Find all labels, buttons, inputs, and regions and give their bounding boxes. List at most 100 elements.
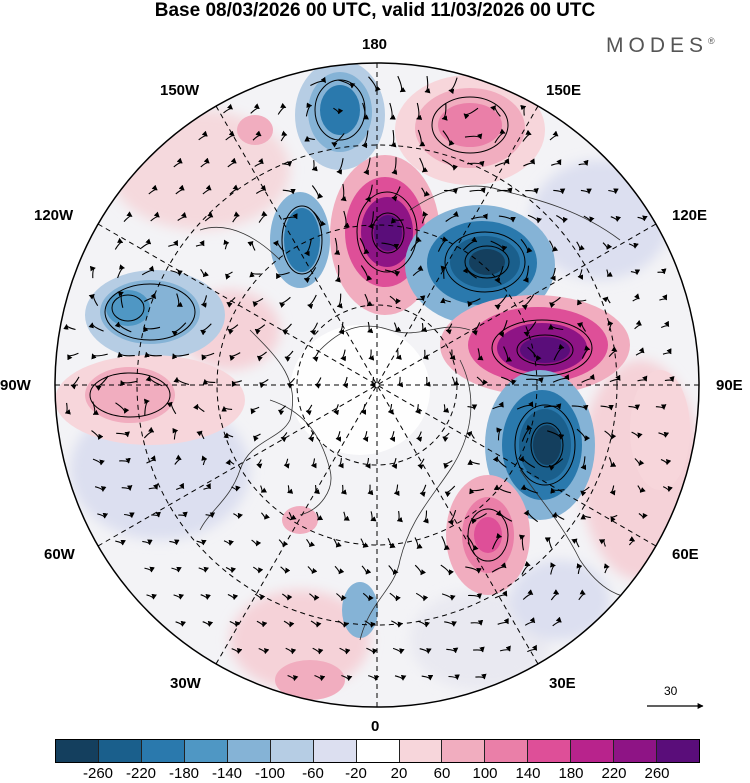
colorbar-tick: 220 [601,765,627,782]
wind-arrow [465,566,482,574]
logo-text: MODES [606,34,709,57]
wind-arrow [117,264,125,279]
wind-arrow [610,514,618,523]
wind-arrow [467,160,485,167]
wind-arrow [173,376,190,386]
wind-arrow [583,215,595,223]
wind-arrow [441,103,448,121]
wind-arrow [608,188,619,195]
wind-arrow [253,566,264,574]
wind-arrow [387,404,394,415]
wind-arrow [443,188,458,195]
wind-arrow [142,539,153,546]
wind-arrow [580,513,591,520]
wind-arrow [283,620,295,628]
wind-arrow [576,322,587,332]
wind-arrow [381,242,400,250]
wind-arrow [367,321,374,334]
wind-arrow [628,536,636,546]
wind-arrow [175,184,185,195]
wind-arrow [247,241,256,251]
wind-arrow [225,566,237,574]
label-150e: 150E [546,82,582,99]
wind-arrow [492,456,507,468]
wind-arrow [340,484,347,495]
wind-arrow [571,404,589,411]
wind-arrow [501,376,517,386]
wind-arrow [360,538,369,548]
wind-arrow [123,211,133,222]
coastlines [199,185,651,641]
wind-arrow [141,265,155,276]
map-title: Base 08/03/2026 00 UTC, valid 11/03/2026… [154,0,596,21]
wind-arrow [628,404,641,411]
wind-arrow [549,130,559,141]
wind-arrow [628,242,639,249]
wind-arrow [503,346,513,362]
label-90e: 90E [716,377,743,394]
wind-arrow [368,675,380,681]
wind-arrow [607,320,614,331]
wind-arrow [196,539,207,546]
anomaly-low-canada [85,270,225,360]
wind-arrow [522,265,530,283]
colorbar-tick: -60 [302,765,324,782]
wind-arrow [550,589,560,601]
label-30e: 30E [549,675,576,692]
colorbar [55,739,700,763]
wind-arrow [368,76,381,92]
wind-arrow [547,430,565,440]
wind-arrow [116,431,130,438]
wind-arrow [174,454,182,465]
wind-arrow [576,428,591,442]
wind-arrow [518,455,536,469]
wind-arrow [424,76,431,94]
wind-arrow [440,297,451,304]
colorbar-swatch [442,740,486,762]
wind-arrow [256,620,268,628]
wind-arrow [305,102,313,117]
wind-arrow [309,593,320,601]
wind-arrow [609,485,616,496]
wind-arrow [229,352,241,361]
wind-arrow [171,322,187,337]
wind-arrow [368,211,374,229]
wind-arrow [421,323,428,333]
wind-arrow [551,511,565,521]
wind-arrow [359,237,370,255]
colorbar-swatch [98,740,142,762]
wind-arrow [520,104,527,116]
wind-arrow [121,485,133,491]
anomaly-low-alaska [270,192,330,288]
wind-arrow [419,648,432,654]
wind-arrow [523,509,539,523]
wind-arrow [634,458,645,466]
wind-arrow [225,459,235,466]
wind-arrow [632,293,640,302]
wind-arrow [312,349,320,362]
wind-arrow [173,593,185,600]
wind-arrow [200,295,208,308]
wind-arrow [416,102,423,120]
wind-arrow [552,616,562,627]
wind-arrow [637,215,648,222]
wind-arrow [231,647,243,654]
wind-arrow [521,424,533,442]
wind-arrow [548,323,564,331]
wind-arrow [314,377,322,389]
wind-arrow [578,159,589,166]
wind-arrow [361,565,372,575]
wind-arrow [277,102,287,115]
wind-arrow [410,236,422,252]
wind-arrow [391,457,398,470]
wind-arrow [343,511,350,521]
wind-arrow [275,271,290,280]
wind-arrow [606,269,613,277]
wind-arrow [221,406,233,412]
wind-arrow [336,293,343,309]
wind-arrow [473,646,485,653]
wind-arrow [552,374,570,383]
wind-arrow [114,321,132,333]
wind-arrow [440,564,454,576]
wind-arrow [520,238,533,254]
